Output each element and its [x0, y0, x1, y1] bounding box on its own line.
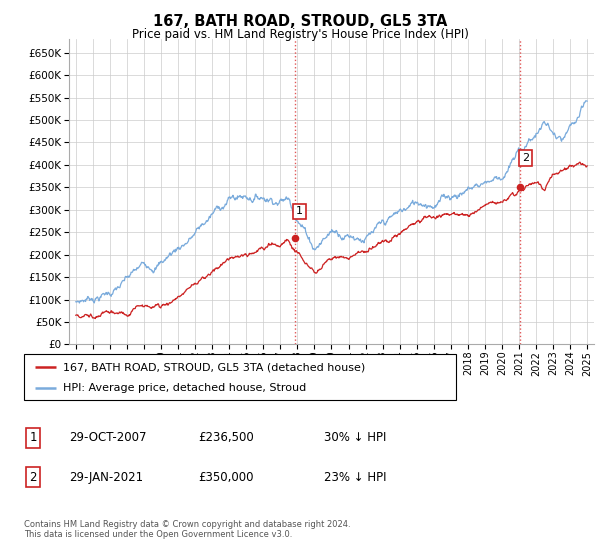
Text: 167, BATH ROAD, STROUD, GL5 3TA (detached house): 167, BATH ROAD, STROUD, GL5 3TA (detache…: [63, 362, 365, 372]
Text: £350,000: £350,000: [198, 470, 254, 484]
Text: Price paid vs. HM Land Registry's House Price Index (HPI): Price paid vs. HM Land Registry's House …: [131, 28, 469, 41]
Point: [290, 234, 299, 242]
Text: 2: 2: [522, 153, 529, 163]
Text: 30% ↓ HPI: 30% ↓ HPI: [324, 431, 386, 445]
Text: 29-OCT-2007: 29-OCT-2007: [69, 431, 146, 445]
Text: 29-JAN-2021: 29-JAN-2021: [69, 470, 143, 484]
Point: [515, 183, 525, 192]
Text: £236,500: £236,500: [198, 431, 254, 445]
Text: 2: 2: [29, 470, 37, 484]
Text: 1: 1: [29, 431, 37, 445]
Text: Contains HM Land Registry data © Crown copyright and database right 2024.
This d: Contains HM Land Registry data © Crown c…: [24, 520, 350, 539]
Text: 1: 1: [296, 206, 303, 216]
Text: HPI: Average price, detached house, Stroud: HPI: Average price, detached house, Stro…: [63, 382, 306, 393]
Text: 23% ↓ HPI: 23% ↓ HPI: [324, 470, 386, 484]
Text: 167, BATH ROAD, STROUD, GL5 3TA: 167, BATH ROAD, STROUD, GL5 3TA: [153, 14, 447, 29]
